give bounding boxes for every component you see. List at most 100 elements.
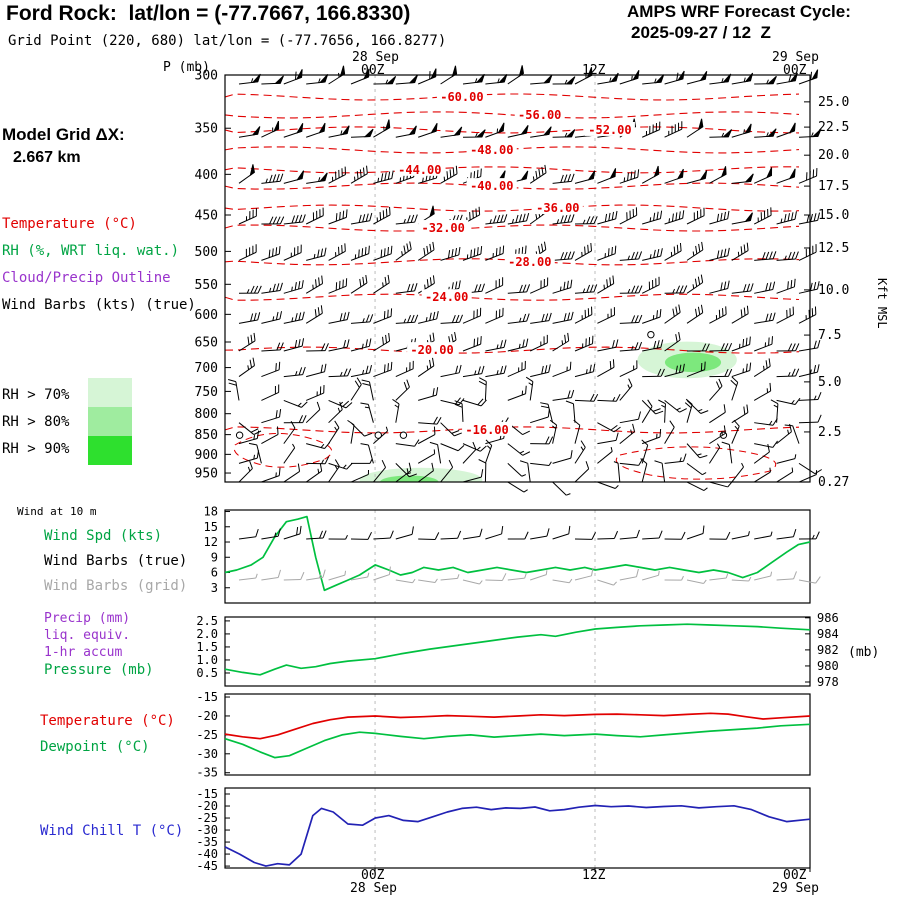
wind-barb <box>440 314 463 324</box>
wind-barb <box>418 532 440 540</box>
wind-barb <box>619 285 643 294</box>
wind-barb <box>519 460 531 483</box>
wind-barb <box>552 214 575 225</box>
pressure-axis-label: P (mb) <box>163 60 210 75</box>
wind-barb <box>328 339 350 352</box>
legend-wind-barbs: Wind Barbs (kts) (true) <box>2 297 196 313</box>
wind-at-10m-label: Wind at 10 m <box>17 505 97 518</box>
wind-barb <box>462 579 483 585</box>
wind-barb <box>776 423 792 445</box>
wind-barb <box>261 426 279 445</box>
wind-barb <box>642 570 660 581</box>
wind-barb <box>485 573 507 581</box>
wind-barb <box>776 529 797 540</box>
wind-barb <box>798 281 820 294</box>
time-bottom-00z-2: 00Z <box>783 868 807 883</box>
wind-barb <box>754 440 778 448</box>
temp-panel-frame <box>224 693 811 776</box>
wind-barb <box>529 277 549 294</box>
svg-text:15: 15 <box>204 520 218 534</box>
wind-barb <box>686 343 710 352</box>
wind-barb <box>798 531 820 540</box>
grid-point-subtitle: Grid Point (220, 680) lat/lon = (-77.765… <box>8 33 447 49</box>
wind-barb <box>261 361 281 378</box>
mb-unit-label: (mb) <box>848 645 880 660</box>
wind-barb <box>417 462 434 483</box>
wind-barb <box>283 443 296 464</box>
wind-barb <box>485 307 504 324</box>
wind-barb <box>641 121 661 138</box>
wind-barb <box>731 212 753 225</box>
wind-barb <box>261 311 283 324</box>
wind-barb <box>373 245 393 261</box>
rh90-label: RH > 90% <box>2 441 70 457</box>
wind-barb <box>440 165 458 184</box>
wind-barb <box>418 68 437 85</box>
wind-barb <box>373 361 393 378</box>
wind-spd-label: Wind Spd (kts) <box>44 528 163 544</box>
wind-barb <box>440 364 462 378</box>
svg-text:0.27: 0.27 <box>818 475 849 490</box>
rh80-label: RH > 80% <box>2 414 70 430</box>
wind-barb <box>478 459 487 483</box>
svg-text:-45: -45 <box>196 859 218 873</box>
wind-barb <box>361 379 374 401</box>
wind-barb <box>283 366 306 378</box>
wind-barb <box>525 376 534 401</box>
wind-barb <box>753 167 773 184</box>
wind-barb <box>347 419 355 444</box>
wind-barb <box>754 312 776 324</box>
wind-barb <box>283 525 302 540</box>
calm-marker <box>374 431 382 439</box>
series-line <box>224 623 811 676</box>
wind-barb <box>395 283 418 294</box>
svg-text:22.5: 22.5 <box>818 120 849 135</box>
wind-barb <box>418 122 438 138</box>
svg-text:850: 850 <box>195 428 218 443</box>
wind-barb <box>664 70 685 85</box>
wind-barb <box>798 470 818 483</box>
temp-contour <box>225 93 800 101</box>
wind-barb <box>350 377 362 401</box>
time-bottom-date1: 28 Sep <box>350 881 397 896</box>
svg-text:600: 600 <box>195 308 218 323</box>
wind-barb <box>597 72 619 85</box>
series-line <box>224 804 811 867</box>
wind-barb <box>530 570 548 581</box>
wind-barb <box>754 418 778 426</box>
wind-barb <box>798 128 822 138</box>
wind-barb <box>395 578 416 584</box>
wind-barb <box>540 402 554 423</box>
wind-barb <box>664 242 682 261</box>
svg-text:-25: -25 <box>196 811 218 825</box>
wind-barb <box>664 363 685 378</box>
wind-barb <box>417 426 436 445</box>
wind-barb <box>619 423 636 445</box>
wind-barb <box>462 441 477 464</box>
wind-barb <box>283 399 308 408</box>
svg-text:1.5: 1.5 <box>196 640 218 654</box>
wind-barb <box>261 569 282 581</box>
wind-barb <box>306 172 328 184</box>
wind-barb <box>597 168 617 184</box>
wind-barb <box>328 278 348 294</box>
wind-barb <box>360 402 374 423</box>
wind-barbs-true-label: Wind Barbs (true) <box>44 553 188 569</box>
wind-barb <box>776 122 796 138</box>
svg-text:984: 984 <box>817 627 839 641</box>
wind-barb <box>306 343 329 352</box>
wind-barb <box>709 573 729 581</box>
wind-barb <box>395 74 418 85</box>
wind-barb <box>238 285 262 294</box>
svg-text:3: 3 <box>211 581 218 595</box>
wind-barb <box>462 73 485 85</box>
wind-barb <box>574 461 590 483</box>
wind-barb <box>350 572 370 581</box>
svg-text:980: 980 <box>817 659 839 673</box>
wind-barb <box>731 419 740 444</box>
svg-text:7.5: 7.5 <box>818 328 841 343</box>
wind-barb <box>776 467 794 483</box>
wind-barb <box>597 579 617 586</box>
wind-barb <box>507 360 526 378</box>
